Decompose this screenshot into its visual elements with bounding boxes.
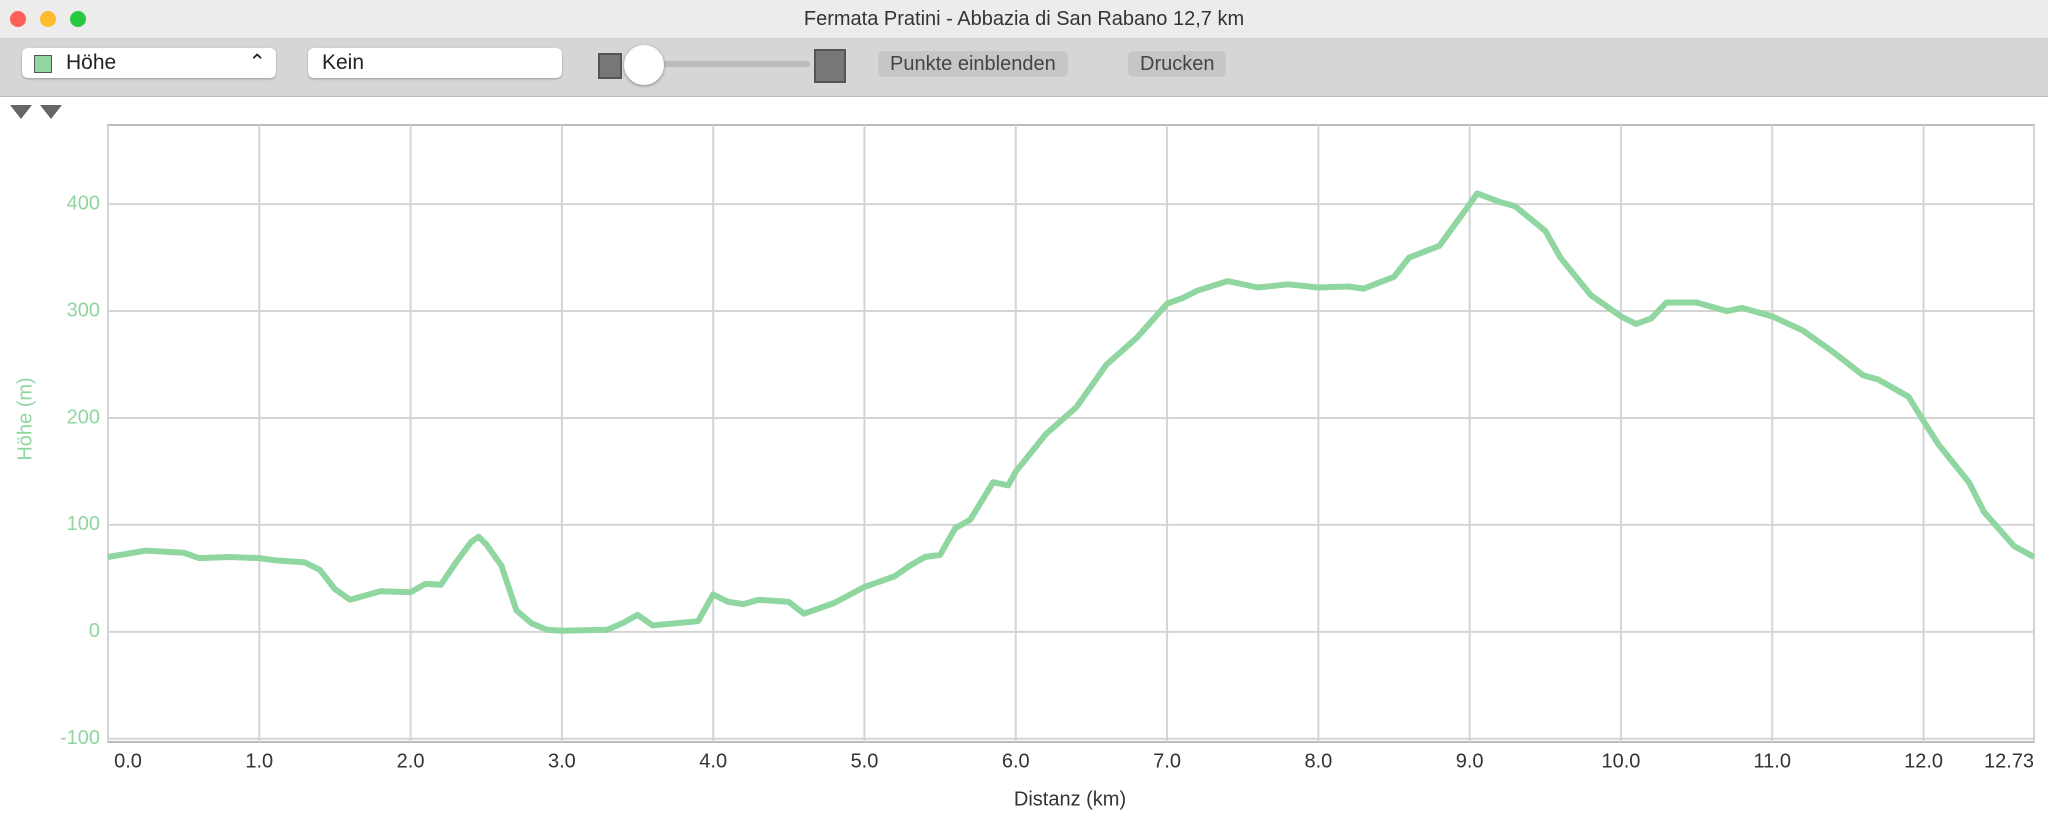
print-button[interactable]: Drucken xyxy=(1128,51,1227,77)
y-axis-label: Höhe (m) xyxy=(14,377,36,460)
y-tick-label: -100 xyxy=(60,727,100,749)
zoom-in-icon[interactable] xyxy=(814,49,846,83)
close-button[interactable] xyxy=(10,11,26,27)
slider-thumb[interactable] xyxy=(624,45,664,85)
series-select-text: Höhe xyxy=(66,51,117,74)
chart: Distanz (km) Höhe (m) -100 0 100 200 300 400 0… xyxy=(10,105,2036,810)
x-tick-label: 10.0 xyxy=(1601,750,1640,772)
x-tick-label: 5.0 xyxy=(851,750,879,772)
show-points-button[interactable]: Punkte einblenden xyxy=(878,51,1068,77)
x-tick-label: 7.0 xyxy=(1153,750,1181,772)
x-tick-label: 12.0 xyxy=(1904,750,1943,772)
x-tick-label: 12.73 xyxy=(1984,750,2034,772)
y-tick-label: 100 xyxy=(67,513,100,535)
x-tick-label: 9.0 xyxy=(1456,750,1484,772)
window-title: Fermata Pratini - Abbazia di San Rabano … xyxy=(803,8,1245,30)
y-tick-label: 300 xyxy=(67,299,100,321)
compare-select-text: Kein xyxy=(322,51,365,74)
y-tick-label: 0 xyxy=(89,620,100,642)
compare-select[interactable]: Kein xyxy=(308,48,562,78)
x-axis-label: Distanz (km) xyxy=(1014,788,1126,810)
x-tick-label: 3.0 xyxy=(548,750,576,772)
x-tick-label: 4.0 xyxy=(699,750,727,772)
x-tick-label: 2.0 xyxy=(397,750,425,772)
x-tick-label: 6.0 xyxy=(1002,750,1030,772)
minimize-button[interactable] xyxy=(40,11,56,27)
x-tick-label: 1.0 xyxy=(245,750,273,772)
zoom-slider[interactable] xyxy=(640,61,810,67)
plot-frame xyxy=(107,124,2035,743)
y-tick-label: 400 xyxy=(67,192,100,214)
zoom-out-icon[interactable] xyxy=(598,53,622,79)
series-select[interactable]: Höhe ⌃ xyxy=(22,48,276,78)
x-tick-label: 8.0 xyxy=(1304,750,1332,772)
range-markers[interactable] xyxy=(10,105,62,119)
x-tick-label: 11.0 xyxy=(1754,750,1791,772)
elevation-line xyxy=(107,190,2036,634)
zoom-button[interactable] xyxy=(70,11,86,27)
toolbar: Höhe ⌃ Kein Punkte einblenden Drucken xyxy=(0,39,2048,97)
x-tick-label: 0.0 xyxy=(114,750,142,772)
y-tick-label: 200 xyxy=(67,406,100,428)
title-bar: Fermata Pratini - Abbazia di San Rabano … xyxy=(0,0,2048,39)
